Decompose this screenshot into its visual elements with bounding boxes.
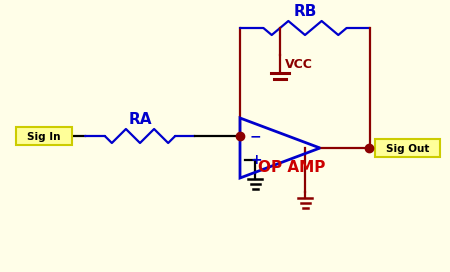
FancyBboxPatch shape [16, 127, 72, 145]
Text: VCC: VCC [285, 58, 313, 72]
Text: −: − [250, 129, 261, 143]
Text: Sig In: Sig In [27, 131, 61, 141]
Text: RB: RB [293, 4, 317, 19]
Text: +: + [250, 153, 261, 167]
Text: OP AMP: OP AMP [258, 160, 326, 175]
Text: Sig Out: Sig Out [386, 144, 429, 153]
FancyBboxPatch shape [375, 139, 440, 157]
Text: RA: RA [128, 112, 152, 127]
